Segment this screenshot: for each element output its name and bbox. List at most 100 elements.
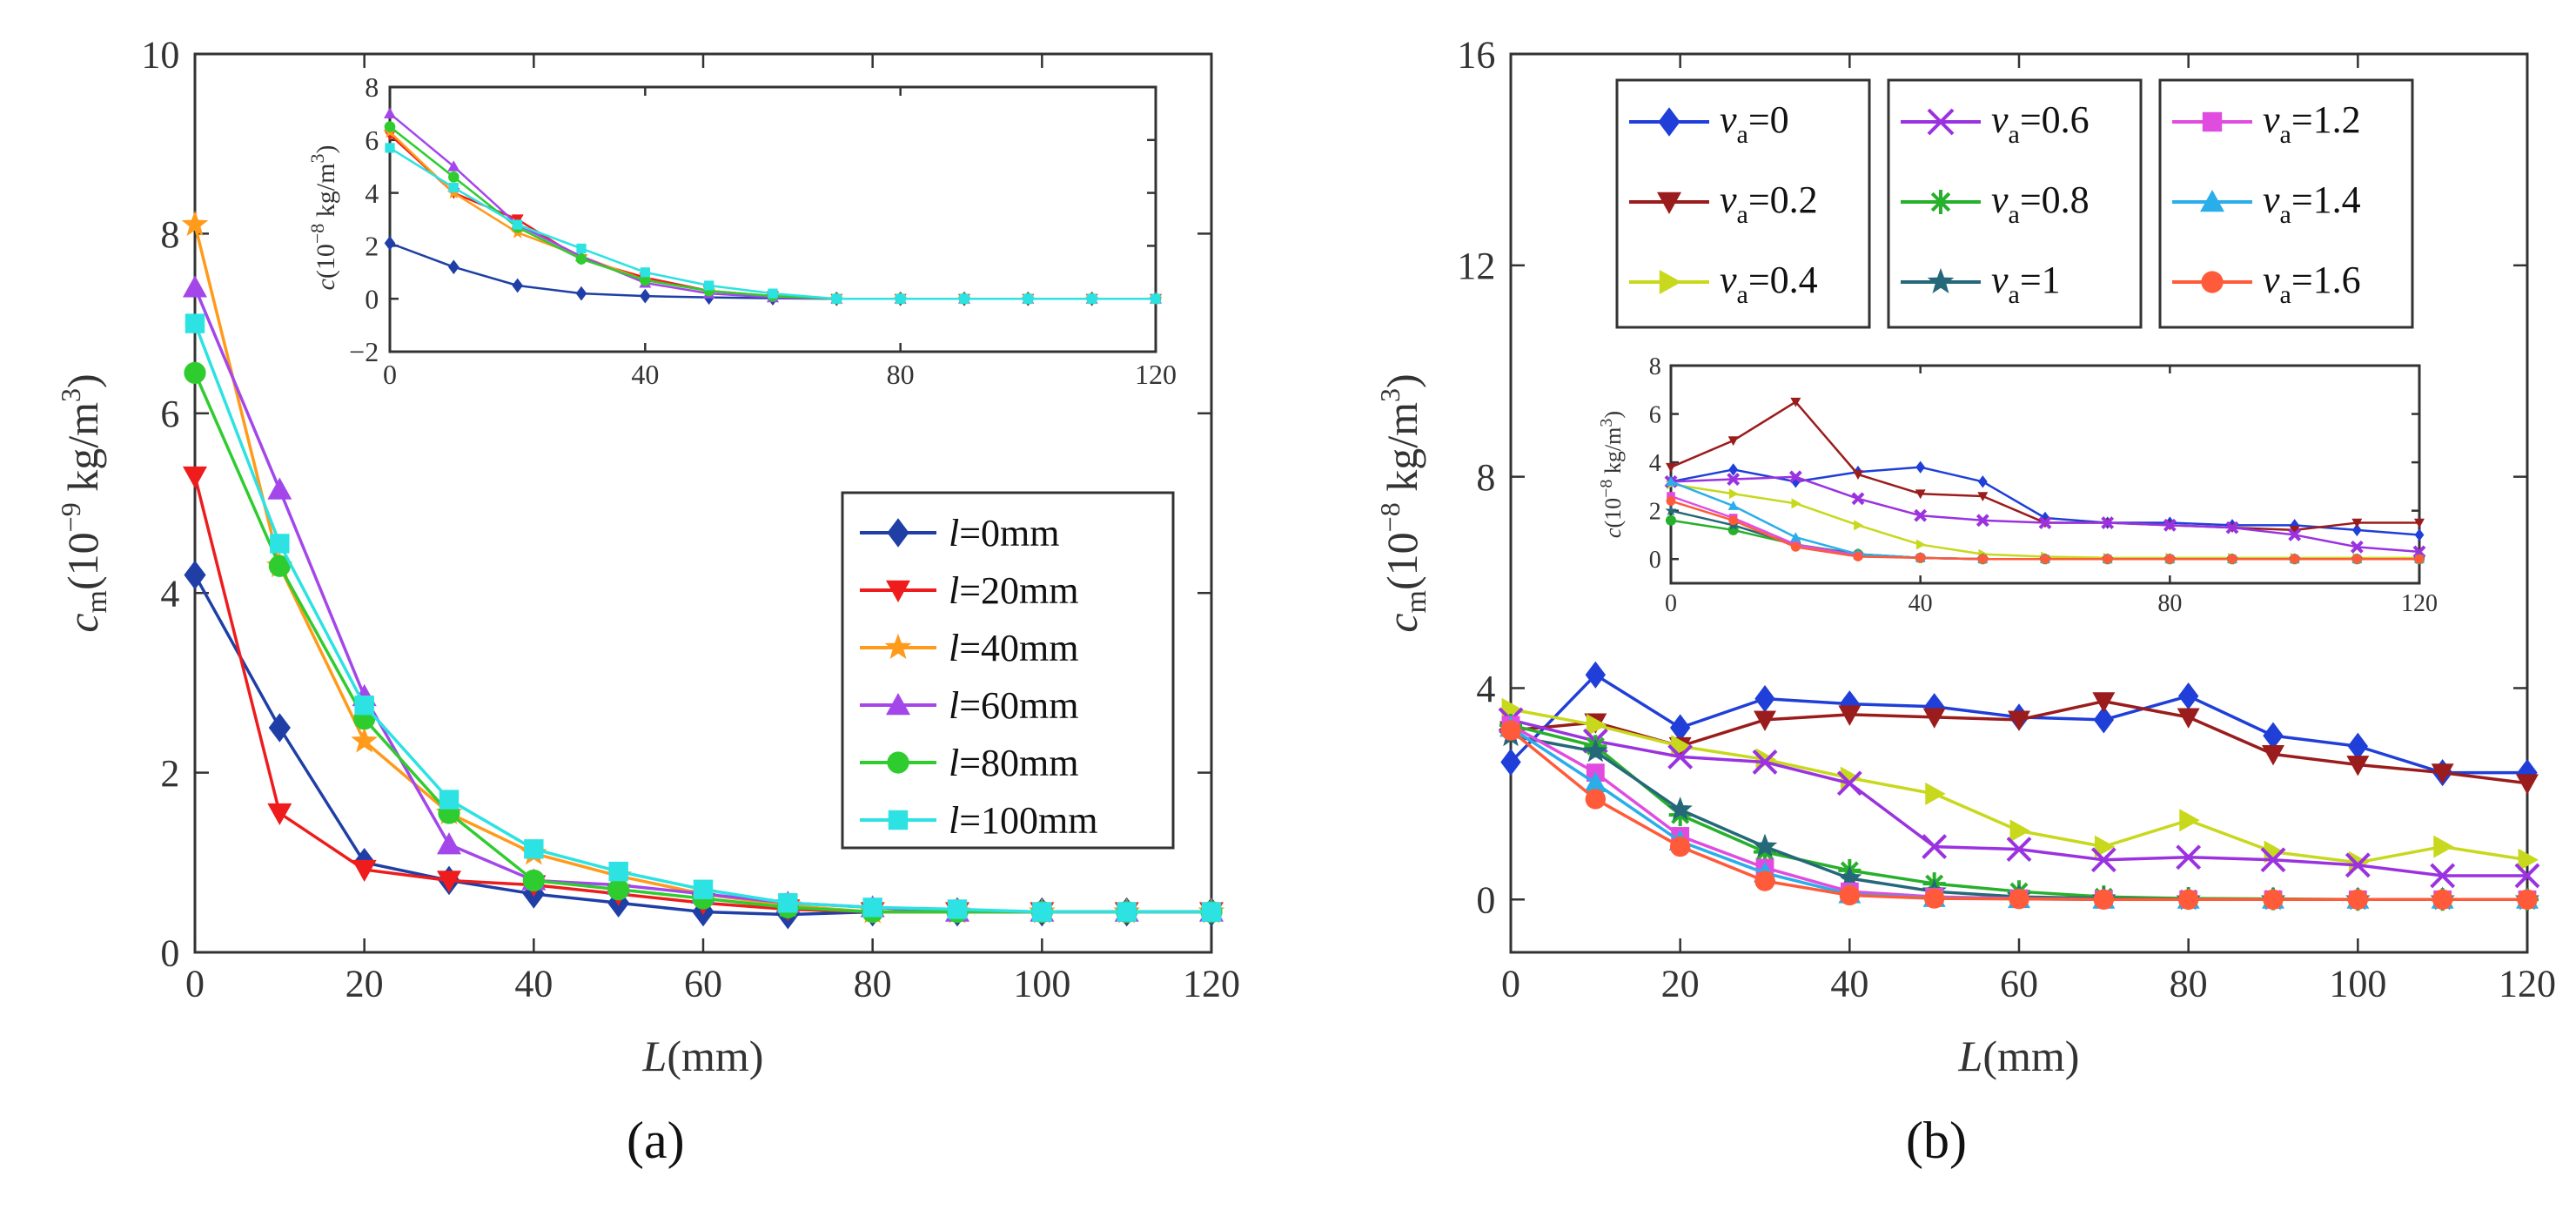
chart-a-panel-label: (a) (627, 1112, 685, 1169)
chart-b-point (2345, 852, 2371, 878)
chart-b-inset-point (1728, 488, 1739, 500)
chart-a-inset-frame (388, 85, 1157, 353)
chart-b-inset-point (2414, 554, 2425, 564)
chart-b-legend-label: va=0.6 (1991, 98, 2090, 149)
chart-a-ytick-label: 2 (160, 752, 179, 795)
chart-a-inset-point (512, 278, 523, 293)
chart-b-point (1669, 836, 1691, 857)
chart-b-xtick-label: 40 (1830, 963, 1868, 1005)
chart-b-point (1923, 888, 1945, 909)
chart-a-point (352, 859, 377, 883)
chart-a-legend-marker (888, 810, 909, 830)
chart-b-point (2093, 706, 2115, 734)
chart-a-inset-point (576, 243, 587, 254)
chart-b-inset-point (1915, 553, 1926, 563)
chart-b-panel-label: (b) (1906, 1112, 1967, 1169)
chart-b-inset-ticks: 0 40 80 120 0 2 4 6 8 (1649, 353, 2438, 617)
chart-b-inset-point (1728, 515, 1739, 526)
chart-a-inset-ytick-label: 4 (365, 178, 379, 209)
chart-b-inset-point (2290, 554, 2300, 564)
chart-b-point (1585, 789, 1607, 810)
chart-b-inset-ytick-label: 2 (1649, 498, 1661, 525)
chart-a-legend-marker (886, 580, 910, 602)
chart-a-point (439, 790, 460, 810)
chart-b-legend-marker (1658, 107, 1680, 137)
chart-a-xtick-label: 0 (185, 963, 205, 1005)
chart-b-inset-point (1790, 532, 1801, 542)
chart-a-inset-point (640, 274, 651, 286)
chart-b-ytick-label: 16 (1457, 33, 1495, 76)
chart-b-inset-point (1914, 508, 1928, 522)
chart-a-point (437, 871, 461, 893)
chart-a-inset-point (384, 235, 396, 251)
chart-b-inset-point (1665, 504, 1677, 516)
chart-a-xtick-label: 60 (684, 963, 722, 1005)
chart-b-inset-frame (1669, 364, 2421, 585)
chart-a-inset-series (383, 107, 1163, 306)
chart-b-point (2347, 889, 2369, 910)
chart-a-point (947, 899, 968, 919)
chart-b-point (2518, 848, 2539, 871)
chart-b-inset-point (2288, 528, 2302, 541)
chart-b-series (1498, 661, 2540, 911)
chart-b-point (1669, 714, 1691, 742)
chart-a-inset-point (1150, 293, 1161, 304)
chart-b-inset-point (1977, 492, 1989, 501)
chart-b-inset-xtick-label: 120 (2401, 590, 2438, 617)
chart-b-inset-point (2103, 554, 2113, 564)
chart-b-inset-point (2351, 518, 2363, 528)
chart-a-inset-point (384, 107, 396, 118)
chart-b-legend-marker (1927, 108, 1955, 136)
chart-b-inset-point (1853, 470, 1863, 480)
chart-b-point (1667, 743, 1694, 770)
chart-a-ytick-label: 8 (160, 213, 179, 256)
chart-b-legend-marker (2200, 190, 2224, 212)
chart-b-inset-point (1977, 475, 1988, 488)
chart-a-point (267, 803, 292, 826)
chart-b-point (2346, 756, 2370, 776)
chart-a-inset-point (896, 293, 906, 304)
chart-a-legend-marker (886, 693, 910, 716)
chart-a-ytick-label: 6 (160, 393, 179, 435)
chart-b-inset-point (1976, 514, 1989, 528)
chart-a-legend-frame (841, 491, 1175, 850)
chart-b-xtick-label: 0 (1501, 963, 1520, 1005)
chart-a-point (354, 696, 374, 716)
chart-a-point (184, 560, 206, 590)
chart-b-inset-point (1727, 436, 1739, 447)
chart-b-inset-point (2038, 516, 2052, 529)
chart-a-inset-ylabel: c(10−8 kg/m3) (306, 145, 340, 291)
chart-b-point (2009, 819, 2030, 843)
chart-b-point (2092, 692, 2116, 713)
chart-a-point (1201, 902, 1222, 922)
chart-b-inset-point (1851, 492, 1865, 506)
chart-b-inset-point (1727, 524, 1739, 535)
chart-b-inset-point (2163, 518, 2177, 532)
chart-b-point (1754, 685, 1775, 713)
chart-a-inset-xtick-label: 80 (887, 359, 915, 390)
chart-b-point (1752, 750, 1778, 775)
chart-b-point (2433, 835, 2454, 858)
chart-a-inset-point (831, 293, 842, 304)
chart-b-inset-point (2351, 554, 2362, 564)
chart-b-point (1584, 771, 1607, 793)
chart-b-point (1754, 710, 1776, 731)
chart-a-inset-ytick-label: 6 (365, 124, 379, 156)
chart-a-inset-point (513, 219, 523, 230)
chart-b-point (1583, 738, 1608, 763)
chart-b-point (2260, 847, 2286, 873)
chart-a-inset-point (1023, 293, 1033, 304)
chart-b-ylabel: cm(10−8 kg/m3) (1374, 373, 1432, 632)
chart-a-point (183, 275, 207, 298)
chart-b-inset-point (1727, 473, 1741, 486)
chart-b-point (2006, 837, 2032, 863)
chart-b-point (2093, 889, 2115, 910)
chart-a-point (351, 727, 378, 753)
chart-b-ytick-label: 12 (1457, 245, 1495, 287)
chart-a-point (184, 313, 205, 333)
chart-b-inset-point (2414, 518, 2425, 528)
chart-b-point (2263, 722, 2284, 750)
